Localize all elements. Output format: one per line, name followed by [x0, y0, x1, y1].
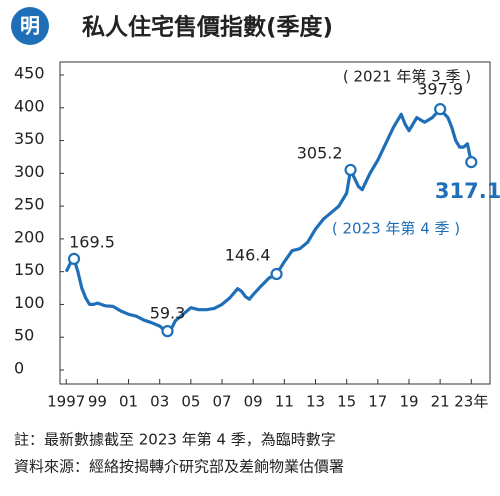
data-label: 317.1 [435, 179, 500, 203]
x-tick-label: 99 [88, 393, 107, 411]
point-marker [465, 156, 478, 169]
annotation: ( 2021 年第 3 季 ) [343, 68, 471, 86]
note: 資料來源：經絡按揭轉介研究部及差餉物業估價署 [14, 458, 344, 476]
x-tick-label: 23年 [454, 393, 488, 411]
data-label: 59.3 [150, 304, 186, 323]
logo-badge [11, 7, 49, 45]
point-marker [161, 325, 174, 338]
y-tick-label: 350 [14, 129, 45, 148]
y-tick-label: 300 [14, 162, 45, 181]
x-tick-label: 01 [119, 393, 138, 411]
y-tick-label: 50 [14, 326, 34, 345]
y-tick-label: 450 [14, 64, 45, 83]
note: 註：最新數據截至 2023 年第 4 季，為臨時數字 [14, 431, 336, 449]
y-tick-label: 0 [14, 359, 24, 378]
data-label: 146.4 [225, 246, 271, 265]
y-tick-label: 250 [14, 195, 45, 214]
x-tick-label: 15 [337, 393, 356, 411]
data-label: 169.5 [69, 232, 115, 251]
point-marker [344, 163, 357, 177]
chart-title: 私人住宅售價指數(季度) [82, 14, 333, 41]
data-label: 397.9 [417, 80, 463, 99]
x-tick-label: 05 [181, 393, 200, 411]
point-marker [434, 103, 447, 116]
x-tick-label: 21 [431, 393, 450, 411]
y-tick-label: 200 [14, 227, 45, 246]
point-marker [67, 252, 81, 265]
x-tick-label: 07 [212, 393, 231, 411]
annotation: ( 2023 年第 4 季 ) [332, 220, 460, 238]
x-tick-label: 03 [150, 393, 169, 411]
x-tick-label: 13 [306, 393, 325, 411]
x-tick-label: 19 [399, 393, 418, 411]
y-tick-label: 400 [14, 96, 45, 115]
x-tick-label: 1997 [47, 393, 85, 411]
plot-frame [59, 61, 491, 385]
data-label: 305.2 [297, 143, 343, 162]
point-marker [270, 267, 283, 281]
y-tick-label: 150 [14, 260, 45, 279]
series-line [64, 107, 473, 333]
x-tick-label: 17 [368, 393, 387, 411]
y-tick-label: 100 [14, 293, 45, 312]
x-tick-label: 11 [275, 393, 294, 411]
logo-text: 明 [20, 14, 40, 38]
x-tick-label: 09 [244, 393, 263, 411]
